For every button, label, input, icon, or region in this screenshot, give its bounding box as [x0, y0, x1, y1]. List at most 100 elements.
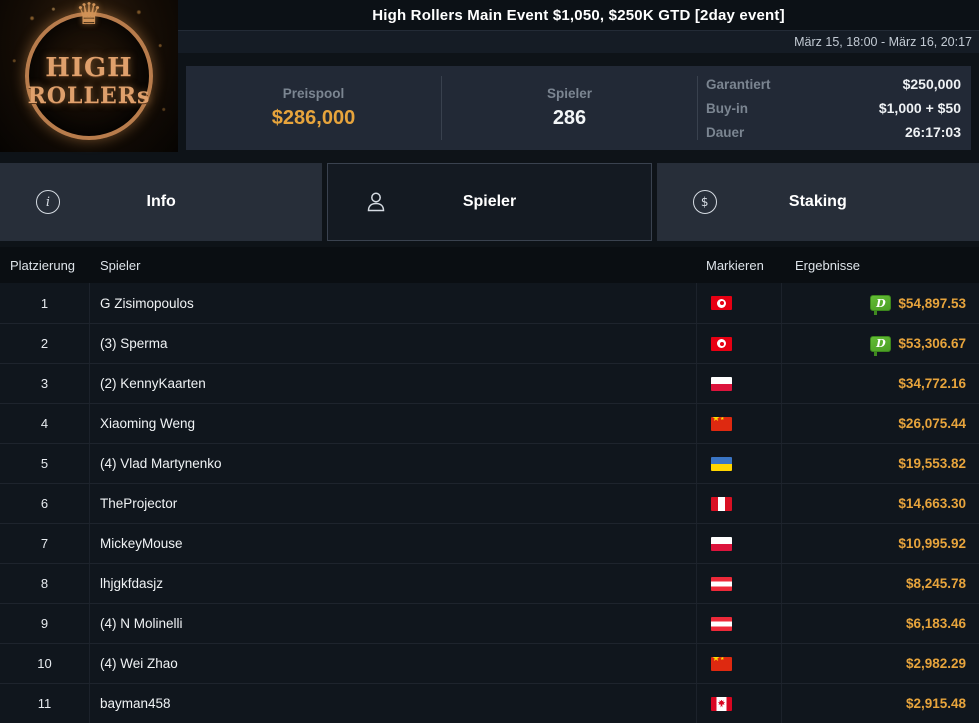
country-flag-tunisia	[711, 296, 732, 310]
table-row[interactable]: 9 (4) N Molinelli D $6,183.46	[0, 603, 979, 643]
tab-info[interactable]: i Info	[0, 163, 323, 241]
logo-text-high: HIGH	[45, 53, 133, 83]
table-row[interactable]: 7 MickeyMouse D $10,995.92	[0, 523, 979, 563]
rank-value: 4	[0, 404, 90, 443]
prize-amount: $54,897.53	[898, 295, 966, 311]
column-header-mark: Markieren	[706, 257, 764, 273]
duration-label: Dauer	[706, 124, 745, 140]
player-name: Xiaoming Weng	[100, 416, 196, 431]
prize-cell: D $26,075.44	[782, 404, 979, 443]
prize-amount: $34,772.16	[898, 376, 966, 391]
winner-badge-icon: D	[870, 335, 892, 356]
tab-staking-label: Staking	[788, 193, 847, 210]
prizepool-stat: Preispool $286,000	[186, 66, 441, 150]
table-row[interactable]: 8 lhjgkfdasjz D $8,245.78	[0, 563, 979, 603]
tab-staking[interactable]: $ Staking	[656, 163, 979, 241]
mark-cell[interactable]	[696, 644, 782, 683]
mark-cell[interactable]	[696, 684, 782, 723]
table-row[interactable]: 3 (2) KennyKaarten D $34,772.16	[0, 363, 979, 403]
prize-cell: D $53,306.67	[782, 324, 979, 363]
country-flag-tunisia	[711, 336, 732, 351]
prize-cell: D $34,772.16	[782, 364, 979, 403]
guaranteed-label: Garantiert	[706, 76, 771, 92]
prize-amount: $2,982.29	[905, 656, 966, 671]
mark-cell[interactable]	[696, 604, 782, 643]
event-date-range: März 15, 18:00 - März 16, 20:17	[794, 35, 972, 49]
player-name: bayman458	[100, 696, 171, 711]
prize-cell: D $2,982.29	[782, 644, 979, 683]
column-header-results: Ergebnisse	[795, 257, 861, 273]
tab-bar: i Info Spieler $ Staking	[0, 163, 979, 241]
person-icon	[364, 190, 388, 214]
event-title: High Rollers Main Event $1,050, $250K GT…	[372, 6, 785, 24]
table-row[interactable]: 5 (4) Vlad Martynenko D $19,553.82	[0, 443, 979, 483]
country-flag-poland	[711, 536, 732, 551]
rank-value: 7	[0, 524, 90, 563]
table-row[interactable]: 1 G Zisimopoulos D $54,897.53	[0, 283, 979, 323]
table-row[interactable]: 6 TheProjector D $14,663.30	[0, 483, 979, 523]
prize-cell: D $2,915.48	[782, 684, 979, 723]
mark-cell[interactable]	[696, 444, 782, 483]
table-row[interactable]: 2 (3) Sperma D $53,306.67	[0, 323, 979, 363]
duration-value: 26:17:03	[904, 123, 961, 140]
mark-cell[interactable]	[696, 283, 782, 323]
mark-cell[interactable]	[696, 324, 782, 363]
buyin-label: Buy-in	[706, 100, 748, 116]
guaranteed-row: Garantiert $250,000	[706, 74, 961, 95]
player-name: (2) KennyKaarten	[100, 376, 206, 391]
dollar-circle-icon: $	[692, 190, 717, 214]
date-bar: März 15, 18:00 - März 16, 20:17	[178, 30, 979, 53]
rank-value: 11	[0, 684, 90, 723]
table-row[interactable]: 11 bayman458 D $2,915.48	[0, 683, 979, 723]
tournament-details: Garantiert $250,000 Buy-in $1,000 + $50 …	[698, 66, 971, 150]
player-name: TheProjector	[100, 496, 178, 511]
duration-row: Dauer 26:17:03	[706, 122, 961, 143]
players-label: Spieler	[546, 86, 593, 101]
column-header-rank: Platzierung	[10, 257, 76, 273]
mark-cell[interactable]	[696, 404, 782, 443]
buyin-value: $1,000 + $50	[878, 99, 961, 116]
tab-spieler-label: Spieler	[462, 193, 517, 210]
event-logo: ♛ HIGH ROLLERs	[0, 0, 178, 152]
player-name: G Zisimopoulos	[100, 295, 194, 311]
prizepool-label: Preispool	[282, 86, 345, 101]
results-body: 1 G Zisimopoulos D $54,897.53 2 (3) Sper…	[0, 283, 979, 723]
rank-value: 3	[0, 364, 90, 403]
mark-cell[interactable]	[696, 564, 782, 603]
prize-amount: $6,183.46	[905, 616, 966, 631]
player-name: (3) Sperma	[100, 336, 168, 351]
table-row[interactable]: 4 Xiaoming Weng D $26,075.44	[0, 403, 979, 443]
table-row[interactable]: 10 (4) Wei Zhao D $2,982.29	[0, 643, 979, 683]
player-name: (4) Vlad Martynenko	[100, 456, 222, 471]
players-value: 286	[552, 107, 587, 129]
rank-value: 10	[0, 644, 90, 683]
mark-cell[interactable]	[696, 524, 782, 563]
buyin-row: Buy-in $1,000 + $50	[706, 98, 961, 119]
prize-amount: $8,245.78	[905, 576, 966, 591]
prize-cell: D $6,183.46	[782, 604, 979, 643]
tab-spieler[interactable]: Spieler	[327, 163, 652, 241]
tab-info-label: Info	[146, 193, 176, 210]
country-flag-ukraine	[711, 456, 732, 471]
country-flag-austria	[711, 576, 732, 591]
mark-cell[interactable]	[696, 484, 782, 523]
prize-cell: D $8,245.78	[782, 564, 979, 603]
rank-value: 2	[0, 324, 90, 363]
country-flag-poland	[711, 376, 732, 391]
country-flag-china	[711, 656, 732, 671]
player-name: (4) N Molinelli	[100, 616, 183, 631]
prize-amount: $10,995.92	[898, 536, 966, 551]
prize-amount: $14,663.30	[898, 496, 966, 511]
title-bar: High Rollers Main Event $1,050, $250K GT…	[178, 0, 979, 30]
rank-value: 6	[0, 484, 90, 523]
mark-cell[interactable]	[696, 364, 782, 403]
prize-amount: $2,915.48	[905, 696, 966, 711]
rank-value: 1	[0, 283, 90, 323]
logo-text-rollers: ROLLERs	[27, 83, 151, 109]
column-header-player: Spieler	[100, 257, 141, 273]
guaranteed-value: $250,000	[902, 75, 961, 92]
results-header: Platzierung Spieler Markieren Ergebnisse	[0, 247, 979, 283]
crown-icon: ♛	[75, 0, 103, 32]
player-name: (4) Wei Zhao	[100, 656, 178, 671]
country-flag-china	[711, 416, 732, 431]
